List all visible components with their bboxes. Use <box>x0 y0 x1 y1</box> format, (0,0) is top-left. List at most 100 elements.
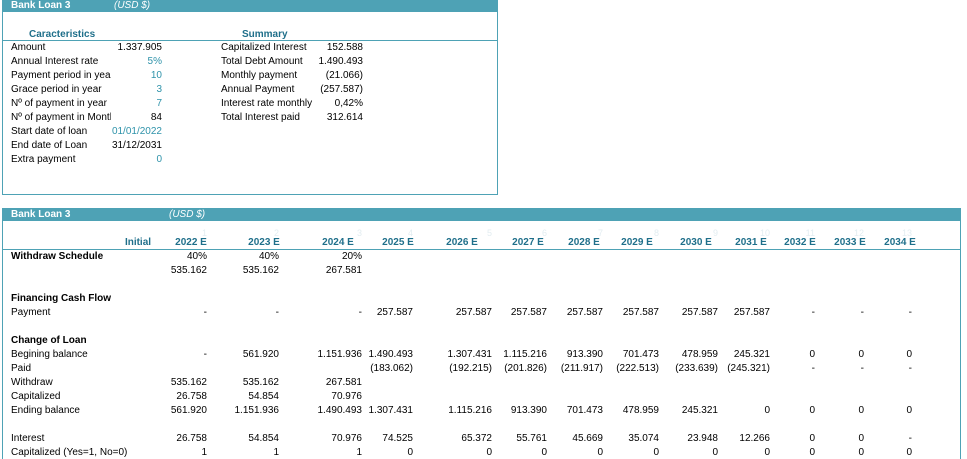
table-cell: - <box>203 307 207 318</box>
characteristic-label: Grace period in year <box>11 84 102 95</box>
period-number: 1 <box>201 228 207 238</box>
table-cell: 1 <box>273 447 279 458</box>
period-number: 13 <box>901 228 912 238</box>
table-cell: 0 <box>906 349 912 360</box>
table-cell: 40% <box>258 251 279 262</box>
row-label: Change of Loan <box>11 335 87 346</box>
table-cell: 701.473 <box>566 405 603 416</box>
table-cell: 1 <box>356 447 362 458</box>
table-cell: 26.758 <box>176 433 207 444</box>
table-cell: 1.115.216 <box>448 405 492 416</box>
characteristic-label: Nº of payment in Month <box>11 112 111 123</box>
characteristic-label: Start date of loan <box>11 126 88 137</box>
characteristic-value[interactable]: 10 <box>150 70 162 81</box>
table-cell: - <box>811 363 815 374</box>
summary-value: (21.066) <box>325 70 363 81</box>
characteristic-label: Nº of payment in year <box>11 98 107 109</box>
period-number: 12 <box>853 228 864 238</box>
row-label: Ending balance <box>11 405 80 416</box>
table-cell: 1.151.936 <box>234 405 280 416</box>
table-cell: 1.307.431 <box>368 405 414 416</box>
characteristic-value[interactable]: 7 <box>156 98 162 109</box>
characteristic-label: Extra payment <box>11 154 76 165</box>
table-cell: - <box>275 307 279 318</box>
table-cell: 0 <box>809 405 815 416</box>
period-number: 6 <box>541 228 547 238</box>
characteristics-header: Caracteristics <box>29 29 96 40</box>
table-cell: 65.372 <box>461 433 492 444</box>
table-cell: 70.976 <box>331 433 362 444</box>
table-cell: - <box>358 307 362 318</box>
summary-label: Interest rate monthly <box>221 98 313 109</box>
table-cell: 70.976 <box>331 391 362 402</box>
row-label: Paid <box>11 363 32 374</box>
column-header: 2034 E <box>884 237 916 248</box>
table-cell: 0 <box>906 405 912 416</box>
table-cell: 245.321 <box>733 349 770 360</box>
table-cell: 267.581 <box>325 377 362 388</box>
table-cell: 1.307.431 <box>447 349 493 360</box>
table-cell: 35.074 <box>628 433 659 444</box>
characteristic-label: Annual Interest rate <box>11 56 99 67</box>
table-cell: 1.490.493 <box>317 405 363 416</box>
characteristic-value: 31/12/2031 <box>111 140 162 151</box>
table-cell: 257.587 <box>376 307 413 318</box>
row-label: Capitalized <box>11 391 61 402</box>
table-cell: 478.959 <box>681 349 718 360</box>
period-number: 4 <box>407 228 413 238</box>
column-header: 2028 E <box>568 237 600 248</box>
column-header: 2029 E <box>621 237 653 248</box>
summary-value: 1.490.493 <box>318 56 364 67</box>
table-cell: 257.587 <box>733 307 770 318</box>
column-header: 2025 E <box>382 237 414 248</box>
column-header: Initial <box>124 237 152 248</box>
table-cell: - <box>203 349 207 360</box>
table-cell: 0 <box>764 447 770 458</box>
characteristic-value[interactable]: 5% <box>147 56 162 67</box>
table-cell: 535.162 <box>170 265 207 276</box>
column-header: 2033 E <box>834 237 866 248</box>
table-cell: (211.917) <box>560 363 603 374</box>
table-cell: 0 <box>809 447 815 458</box>
table-cell: 26.758 <box>176 391 207 402</box>
column-header: 2031 E <box>735 237 767 248</box>
period-number: 3 <box>356 228 362 238</box>
row-label: Payment <box>11 307 51 318</box>
characteristic-label: Amount <box>11 42 46 53</box>
summary-label: Monthly payment <box>221 70 298 81</box>
table-cell: 40% <box>186 251 207 262</box>
period-number: 8 <box>653 228 659 238</box>
table-cell: 913.390 <box>566 349 603 360</box>
table-cell: 257.587 <box>566 307 603 318</box>
table-cell: 0 <box>809 433 815 444</box>
table-cell: (245.321) <box>727 363 770 374</box>
bottom-title: Bank Loan 3 <box>11 209 71 220</box>
bottom-currency: (USD $) <box>169 209 206 220</box>
table-cell: 0 <box>764 405 770 416</box>
table-cell: (222.513) <box>616 363 659 374</box>
table-cell: - <box>860 363 864 374</box>
table-cell: 0 <box>597 447 603 458</box>
table-cell: 12.266 <box>739 433 770 444</box>
table-cell: 54.854 <box>248 391 279 402</box>
table-cell: 257.587 <box>681 307 718 318</box>
column-header: 2023 E <box>248 237 280 248</box>
table-cell: 535.162 <box>170 377 207 388</box>
period-number: 2 <box>273 228 279 238</box>
table-cell: 54.854 <box>248 433 279 444</box>
characteristic-value[interactable]: 3 <box>156 84 162 95</box>
table-cell: 0 <box>712 447 718 458</box>
column-header: 2030 E <box>680 237 712 248</box>
table-cell: 0 <box>906 447 912 458</box>
table-cell: (201.826) <box>504 363 547 374</box>
characteristic-value[interactable]: 01/01/2022 <box>111 126 162 137</box>
column-header: 2032 E <box>784 237 816 248</box>
table-cell: 245.321 <box>681 405 718 416</box>
row-label: Begining balance <box>11 349 88 360</box>
table-cell: 913.390 <box>510 405 547 416</box>
characteristic-value[interactable]: 0 <box>156 154 162 165</box>
table-cell: 20% <box>341 251 362 262</box>
summary-value: 152.588 <box>326 42 363 53</box>
table-cell: 535.162 <box>242 265 279 276</box>
header-underline <box>2 40 497 41</box>
